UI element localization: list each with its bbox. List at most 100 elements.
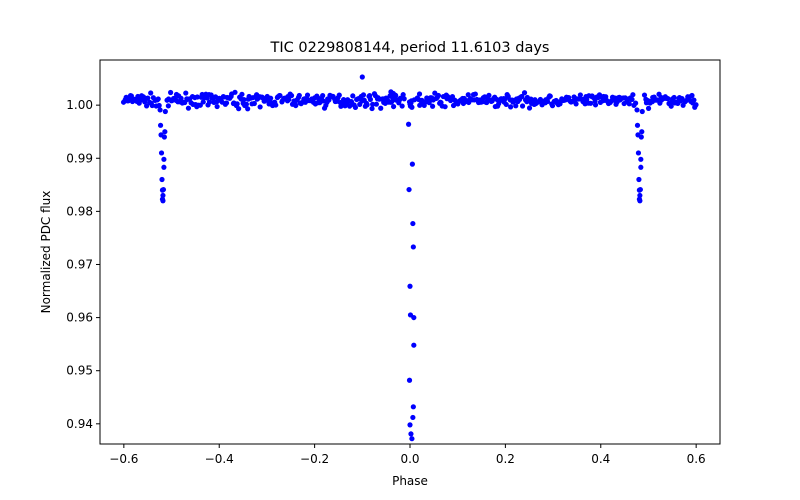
- data-point: [161, 156, 167, 162]
- data-point: [378, 105, 384, 111]
- data-point: [245, 106, 251, 112]
- data-point: [410, 414, 416, 421]
- x-tick-label: −0.2: [300, 452, 329, 466]
- y-tick-label: 0.99: [66, 151, 93, 165]
- data-point: [638, 134, 644, 140]
- data-point: [185, 105, 192, 111]
- data-point: [426, 100, 432, 106]
- data-point: [373, 101, 379, 107]
- data-point: [236, 106, 242, 112]
- y-tick-label: 0.96: [66, 311, 93, 325]
- y-tick-label: 0.98: [66, 204, 93, 218]
- data-point: [293, 102, 299, 109]
- data-point: [689, 92, 695, 99]
- data-point: [162, 129, 168, 135]
- data-point: [360, 92, 367, 98]
- y-axis-ticks: 0.94 0.95 0.96 0.97 0.98 0.99 1.00: [66, 98, 100, 431]
- data-point: [286, 96, 292, 103]
- data-point: [399, 103, 405, 109]
- data-point: [637, 198, 643, 204]
- data-point: [638, 156, 644, 162]
- data-point: [410, 404, 416, 410]
- data-point: [521, 90, 528, 96]
- data-point: [665, 96, 671, 102]
- data-point: [635, 150, 642, 156]
- data-point: [406, 186, 412, 193]
- data-point: [409, 161, 415, 167]
- data-point: [149, 102, 155, 109]
- data-point: [183, 90, 189, 96]
- data-point: [160, 198, 166, 204]
- data-point: [671, 94, 677, 101]
- data-point: [629, 96, 635, 103]
- data-point: [508, 104, 514, 110]
- data-point: [364, 102, 370, 108]
- data-point: [359, 74, 365, 80]
- data-point: [251, 100, 257, 107]
- data-point: [200, 99, 206, 105]
- data-point: [160, 186, 167, 193]
- data-point: [407, 283, 413, 289]
- data-point: [239, 91, 245, 97]
- data-point: [645, 105, 652, 111]
- y-axis-label: Normalized PDC flux: [39, 191, 53, 314]
- data-point: [223, 100, 230, 106]
- data-point: [442, 104, 448, 110]
- data-point: [519, 93, 525, 100]
- data-points: [120, 74, 699, 442]
- chart-title: TIC 0229808144, period 11.6103 days: [270, 40, 550, 56]
- data-point: [577, 92, 583, 98]
- data-point: [400, 92, 406, 98]
- data-point: [234, 101, 240, 107]
- data-point: [639, 108, 645, 115]
- x-tick-label: 0.4: [591, 452, 610, 466]
- data-point: [159, 176, 165, 183]
- data-point: [273, 102, 279, 108]
- x-tick-label: 0.2: [496, 452, 515, 466]
- data-point: [639, 129, 645, 135]
- data-point: [633, 100, 639, 106]
- data-point: [194, 94, 200, 100]
- y-tick-label: 0.97: [66, 257, 93, 271]
- y-tick-label: 0.95: [66, 364, 93, 378]
- data-point: [156, 102, 162, 109]
- data-point: [320, 98, 326, 104]
- data-point: [547, 93, 553, 99]
- x-axis-ticks: −0.6 −0.4 −0.2 0.0 0.2 0.4 0.6: [109, 444, 706, 466]
- data-point: [214, 103, 220, 110]
- data-point: [557, 101, 563, 107]
- data-point: [155, 96, 161, 102]
- data-point: [232, 89, 238, 95]
- data-point: [178, 95, 184, 101]
- data-point: [401, 96, 407, 102]
- data-point: [390, 103, 397, 110]
- data-point: [638, 164, 644, 170]
- data-point: [637, 192, 643, 199]
- data-point: [526, 105, 533, 111]
- data-point: [691, 97, 697, 103]
- x-tick-label: −0.4: [205, 452, 234, 466]
- x-axis-label: Phase: [392, 474, 428, 488]
- data-point: [519, 103, 526, 109]
- data-point: [668, 103, 674, 109]
- data-point: [513, 103, 519, 109]
- data-point: [410, 220, 416, 227]
- data-point: [486, 92, 492, 98]
- data-point: [407, 422, 413, 428]
- data-point: [296, 92, 302, 99]
- data-point: [411, 97, 417, 103]
- data-point: [162, 108, 168, 115]
- data-point: [641, 92, 648, 98]
- data-point: [241, 96, 247, 103]
- data-point: [429, 103, 436, 109]
- data-point: [206, 99, 213, 105]
- data-point: [161, 134, 167, 140]
- data-point: [411, 314, 417, 321]
- data-point: [406, 377, 413, 383]
- data-point: [588, 100, 594, 106]
- data-point: [144, 103, 150, 109]
- data-point: [405, 121, 412, 127]
- x-tick-label: 0.6: [687, 452, 706, 466]
- data-point: [634, 107, 640, 113]
